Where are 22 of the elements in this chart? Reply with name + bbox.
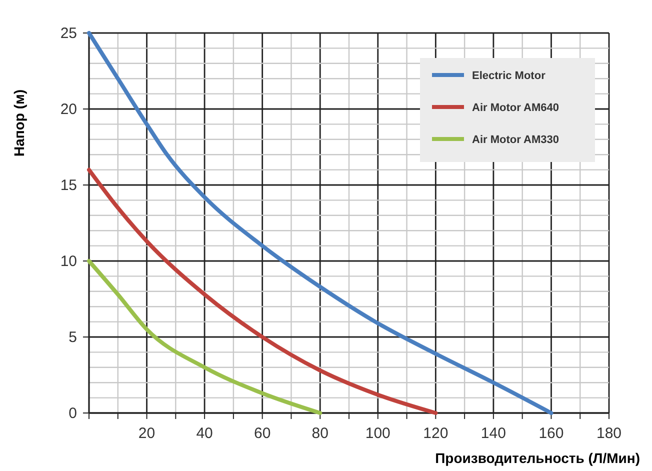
y-tick-label: 0	[68, 405, 77, 422]
x-tick-label: 80	[312, 425, 328, 442]
y-tick-label: 25	[60, 25, 77, 42]
x-tick-label: 140	[480, 425, 506, 442]
y-tick-label: 20	[60, 101, 77, 118]
x-tick-label: 40	[196, 425, 213, 442]
x-tick-label: 160	[538, 425, 564, 442]
y-axis-title: Напор (м)	[11, 89, 27, 157]
line-series	[87, 168, 438, 415]
legend-label: Air Motor AM640	[472, 102, 559, 114]
line-series	[87, 259, 322, 415]
y-tick-label: 15	[60, 177, 77, 194]
x-axis-title: Производительность (Л/Мин)	[435, 450, 640, 466]
x-tick-label: 60	[254, 425, 271, 442]
x-tick-label: 100	[365, 425, 390, 442]
legend-label: Electric Motor	[472, 70, 546, 82]
x-tick-label: 180	[596, 425, 622, 442]
legend-label: Air Motor AM330	[472, 134, 559, 146]
x-tick-label: 20	[138, 425, 156, 442]
y-tick-label: 5	[68, 329, 77, 346]
y-tick-label: 10	[60, 253, 77, 270]
x-tick-label: 120	[423, 425, 448, 442]
